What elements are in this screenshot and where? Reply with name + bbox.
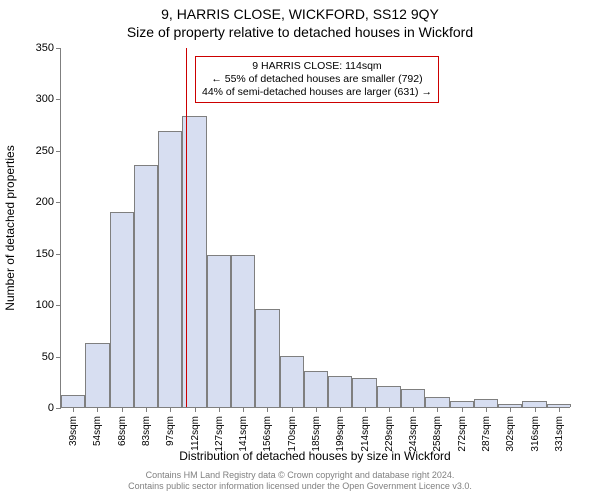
- histogram-bar: [134, 165, 158, 407]
- y-tick-mark: [56, 48, 61, 49]
- x-tick-mark: [122, 407, 123, 412]
- x-tick-label: 302sqm: [505, 416, 516, 452]
- y-tick-label: 50: [14, 351, 54, 363]
- x-tick-mark: [486, 407, 487, 412]
- histogram-bar: [401, 389, 425, 408]
- x-tick-mark: [413, 407, 414, 412]
- y-tick-mark: [56, 151, 61, 152]
- histogram-bar: [110, 212, 134, 407]
- histogram-bar: [231, 255, 255, 407]
- page-title-sub: Size of property relative to detached ho…: [0, 22, 600, 40]
- y-axis-label: Number of detached properties: [3, 145, 17, 310]
- x-tick-mark: [267, 407, 268, 412]
- y-tick-mark: [56, 305, 61, 306]
- histogram-bar: [328, 376, 352, 407]
- callout-line-3: 44% of semi-detached houses are larger (…: [202, 86, 432, 99]
- histogram-bar: [352, 378, 376, 407]
- x-tick-mark: [73, 407, 74, 412]
- histogram-bar: [85, 343, 109, 407]
- page-title-main: 9, HARRIS CLOSE, WICKFORD, SS12 9QY: [0, 0, 600, 22]
- x-tick-label: 214sqm: [359, 416, 370, 452]
- x-tick-label: 83sqm: [141, 416, 152, 446]
- x-tick-mark: [389, 407, 390, 412]
- y-tick-label: 150: [14, 248, 54, 260]
- property-marker-line: [186, 48, 187, 407]
- y-tick-label: 250: [14, 145, 54, 157]
- histogram-bar: [377, 386, 401, 407]
- y-tick-mark: [56, 99, 61, 100]
- x-tick-mark: [146, 407, 147, 412]
- x-tick-label: 141sqm: [238, 416, 249, 452]
- x-tick-label: 68sqm: [117, 416, 128, 446]
- histogram-bar: [474, 399, 498, 407]
- x-tick-label: 229sqm: [384, 416, 395, 452]
- y-tick-mark: [56, 357, 61, 358]
- x-axis-label: Distribution of detached houses by size …: [179, 449, 450, 463]
- x-tick-mark: [292, 407, 293, 412]
- y-tick-label: 100: [14, 299, 54, 311]
- y-tick-label: 350: [14, 42, 54, 54]
- x-tick-mark: [510, 407, 511, 412]
- callout-line-1: 9 HARRIS CLOSE: 114sqm: [202, 60, 432, 73]
- x-tick-label: 127sqm: [214, 416, 225, 452]
- y-tick-label: 0: [14, 402, 54, 414]
- x-tick-label: 185sqm: [311, 416, 322, 452]
- histogram-bar: [255, 309, 279, 407]
- x-tick-label: 170sqm: [287, 416, 298, 452]
- x-tick-label: 156sqm: [262, 416, 273, 452]
- chart-container: 39sqm54sqm68sqm83sqm97sqm112sqm127sqm141…: [60, 48, 570, 408]
- footer-line-1: Contains HM Land Registry data © Crown c…: [0, 470, 600, 481]
- x-tick-mark: [462, 407, 463, 412]
- x-tick-mark: [437, 407, 438, 412]
- x-tick-mark: [97, 407, 98, 412]
- histogram-bar: [304, 371, 328, 407]
- y-tick-label: 300: [14, 93, 54, 105]
- x-tick-label: 54sqm: [92, 416, 103, 446]
- x-tick-label: 112sqm: [189, 416, 200, 451]
- x-tick-label: 39sqm: [68, 416, 79, 446]
- x-tick-mark: [316, 407, 317, 412]
- histogram-bar: [158, 131, 182, 407]
- x-tick-mark: [340, 407, 341, 412]
- x-tick-mark: [195, 407, 196, 412]
- x-tick-label: 97sqm: [165, 416, 176, 446]
- x-tick-label: 331sqm: [554, 416, 565, 452]
- x-tick-label: 258sqm: [432, 416, 443, 452]
- footer: Contains HM Land Registry data © Crown c…: [0, 470, 600, 492]
- callout-box: 9 HARRIS CLOSE: 114sqm ← 55% of detached…: [195, 56, 439, 103]
- y-tick-mark: [56, 254, 61, 255]
- footer-line-2: Contains public sector information licen…: [0, 481, 600, 492]
- x-tick-mark: [365, 407, 366, 412]
- callout-line-2: ← 55% of detached houses are smaller (79…: [202, 73, 432, 86]
- x-tick-mark: [243, 407, 244, 412]
- y-tick-mark: [56, 202, 61, 203]
- x-tick-label: 243sqm: [408, 416, 419, 452]
- x-tick-label: 287sqm: [481, 416, 492, 452]
- y-tick-mark: [56, 408, 61, 409]
- y-tick-label: 200: [14, 196, 54, 208]
- x-tick-label: 316sqm: [529, 416, 540, 452]
- histogram-bar: [207, 255, 231, 407]
- x-tick-mark: [170, 407, 171, 412]
- histogram-bar: [280, 356, 304, 407]
- histogram-bar: [425, 397, 449, 407]
- x-tick-mark: [559, 407, 560, 412]
- x-tick-label: 272sqm: [457, 416, 468, 452]
- x-tick-mark: [535, 407, 536, 412]
- histogram-bar: [61, 395, 85, 407]
- x-tick-label: 199sqm: [335, 416, 346, 452]
- x-tick-mark: [219, 407, 220, 412]
